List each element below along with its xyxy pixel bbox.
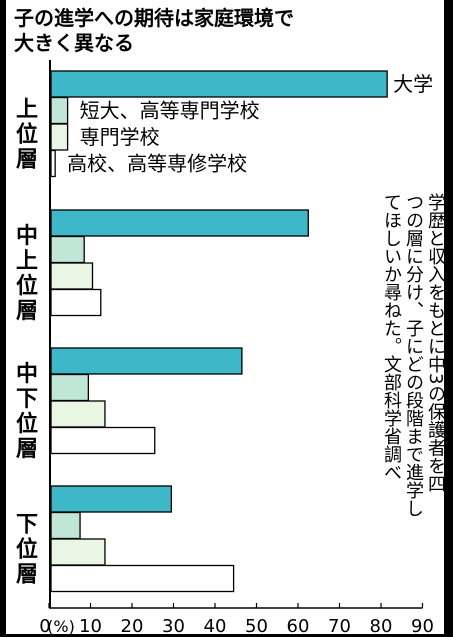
- legend-label: 高校、高等専修学校: [67, 152, 247, 176]
- category-label-char: 位: [16, 411, 38, 437]
- chart-title-line-2: 大きく異なる: [14, 31, 134, 55]
- x-tick-label: 30: [162, 616, 185, 634]
- bar: [50, 538, 106, 566]
- source-note-line-3: てほしいか尋ねた。文部科学省調べ: [381, 193, 402, 481]
- x-tick-label: 50: [245, 616, 268, 634]
- category-label-char: 層: [16, 437, 38, 462]
- chart-panel: 子の進学への期待は家庭環境で 大きく異なる 0 10 20 30 40 50 60 70 80 9…: [6, 0, 446, 634]
- chart-title-line-1: 子の進学への期待は家庭環境で: [14, 6, 294, 30]
- x-tick-label: 60: [287, 616, 310, 634]
- bar-chart: 0 10 20 30 40 50 60 70 80 90(%)上位層中上位層中下位層下位層大学短大…: [16, 60, 434, 634]
- bar: [50, 209, 309, 237]
- category-label-char: 下: [16, 387, 38, 412]
- x-tick-label: 70: [328, 616, 351, 634]
- source-note-line-2: つの層に分け、子にどの段階まで進学し: [403, 193, 424, 517]
- bar: [50, 400, 106, 428]
- category-label-char: 中: [16, 362, 38, 387]
- category-label-char: 中: [16, 224, 38, 249]
- legend-label: 短大、高等専門学校: [80, 99, 260, 123]
- category-label-char: 上: [16, 98, 38, 123]
- category-label-char: 位: [16, 273, 38, 299]
- bar: [50, 426, 156, 455]
- x-tick-label: 10: [79, 616, 102, 634]
- bar: [50, 262, 94, 290]
- bar: [50, 149, 56, 178]
- bar: [50, 511, 81, 540]
- bar: [50, 123, 69, 151]
- bar: [50, 373, 89, 402]
- legend-label: 専門学校: [80, 125, 160, 149]
- bar: [50, 235, 85, 264]
- x-tick-label: 80: [370, 616, 393, 634]
- legend-label: 大学: [393, 72, 433, 96]
- category-label-char: 位: [16, 537, 38, 563]
- source-note-line-1: 学歴と収入をもとに中3の保護者を四: [425, 193, 446, 493]
- bar: [50, 485, 172, 513]
- bar: [50, 347, 243, 375]
- bar: [50, 288, 102, 317]
- bar: [50, 70, 388, 98]
- bar: [50, 564, 235, 593]
- x-tick-label: 90: [411, 616, 434, 634]
- category-label-char: 層: [16, 148, 38, 173]
- category-label-char: 層: [16, 563, 38, 588]
- x-tick-label: 40: [204, 616, 227, 634]
- category-label-char: 下: [16, 513, 38, 538]
- category-label-char: 位: [16, 122, 38, 148]
- x-tick-label: 0: [39, 616, 50, 634]
- category-label-char: 上: [16, 249, 38, 274]
- bar: [50, 96, 69, 125]
- category-label-char: 層: [16, 299, 38, 324]
- x-axis-unit: (%): [47, 617, 75, 634]
- x-tick-label: 20: [121, 616, 144, 634]
